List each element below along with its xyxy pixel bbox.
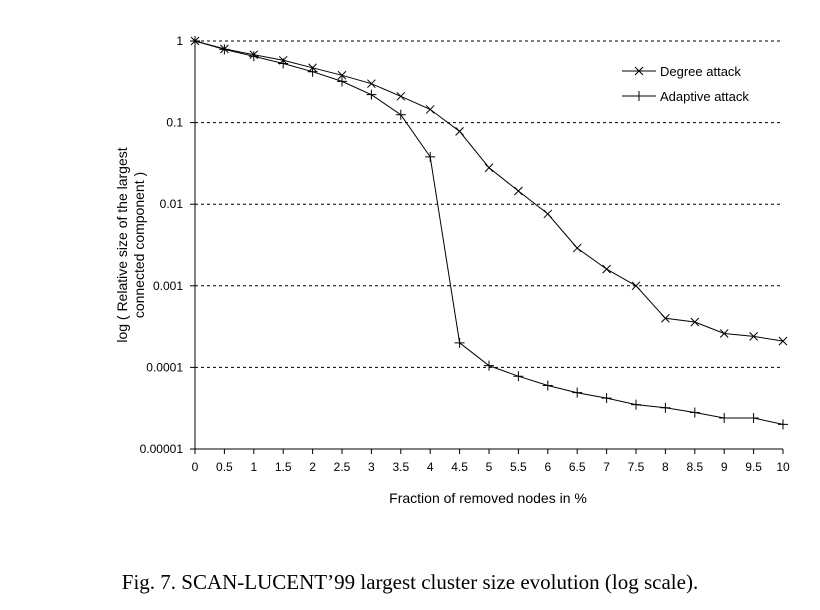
data-point bbox=[278, 58, 289, 69]
data-point bbox=[749, 332, 758, 341]
legend: Degree attack Adaptive attack bbox=[622, 64, 749, 104]
data-point bbox=[543, 209, 553, 219]
data-point bbox=[690, 317, 700, 327]
x-tick-label: 5 bbox=[486, 460, 493, 474]
x-tick-label: 8 bbox=[662, 460, 669, 474]
series-layer bbox=[190, 36, 788, 430]
x-tick-label: 0.5 bbox=[216, 460, 233, 474]
legend-item: Adaptive attack bbox=[622, 89, 749, 104]
data-point bbox=[513, 371, 524, 382]
x-tick-label: 0 bbox=[192, 460, 199, 474]
data-point bbox=[307, 66, 318, 77]
data-point bbox=[425, 105, 435, 114]
x-tick-label: 9 bbox=[721, 460, 728, 474]
legend-label: Adaptive attack bbox=[660, 89, 749, 104]
x-tick-label: 9.5 bbox=[745, 460, 762, 474]
x-tick-label: 1 bbox=[250, 460, 257, 474]
x-tick-label: 7.5 bbox=[628, 460, 645, 474]
data-point bbox=[514, 186, 523, 196]
data-point bbox=[631, 399, 641, 410]
legend-item: Degree attack bbox=[622, 64, 741, 79]
legend-marker bbox=[634, 91, 644, 101]
x-tick-label: 3.5 bbox=[392, 460, 409, 474]
data-point bbox=[367, 79, 376, 89]
data-point bbox=[248, 51, 259, 62]
data-point bbox=[661, 313, 670, 323]
data-point bbox=[602, 264, 611, 274]
data-point bbox=[778, 336, 788, 346]
data-point bbox=[719, 412, 730, 423]
series-line bbox=[194, 40, 784, 342]
x-tick-label: 5.5 bbox=[510, 460, 527, 474]
data-point bbox=[454, 337, 465, 348]
data-point bbox=[542, 380, 553, 391]
tick-labels: 1 0.1 0.01 0.001 0.0001 0.00001 0 0.5 1 1.5 2 2.5 3 3… bbox=[140, 34, 790, 474]
x-tick-label: 2 bbox=[309, 460, 316, 474]
data-point bbox=[748, 412, 759, 423]
data-point bbox=[190, 36, 200, 46]
data-point bbox=[660, 402, 671, 413]
data-point bbox=[366, 89, 377, 100]
data-point bbox=[396, 91, 406, 101]
x-tick-label: 3 bbox=[368, 460, 375, 474]
data-point bbox=[719, 329, 729, 338]
y-tick-label: 0.0001 bbox=[146, 360, 183, 374]
x-axis-label: Fraction of removed nodes in % bbox=[389, 490, 587, 506]
x-tick-label: 6.5 bbox=[569, 460, 586, 474]
data-point bbox=[631, 281, 641, 291]
y-tick-label: 0.001 bbox=[153, 279, 183, 293]
x-tick-label: 7 bbox=[603, 460, 610, 474]
y-axis-label-line1: log ( Relative size of the largest bbox=[114, 147, 130, 342]
data-point bbox=[778, 419, 788, 430]
x-tick-label: 6 bbox=[544, 460, 551, 474]
data-point bbox=[601, 393, 612, 404]
legend-marker bbox=[634, 66, 644, 76]
data-point bbox=[455, 127, 464, 136]
series-degree-attack bbox=[190, 36, 788, 346]
data-point bbox=[337, 70, 347, 80]
x-tick-label: 4 bbox=[427, 460, 434, 474]
x-tick-label: 10 bbox=[776, 460, 790, 474]
figure-caption: Fig. 7. SCAN-LUCENT’99 largest cluster s… bbox=[121, 570, 699, 594]
chart: 1 0.1 0.01 0.001 0.0001 0.00001 0 0.5 1 1.5 2 2.5 3 3… bbox=[114, 34, 790, 506]
y-tick-label: 0.01 bbox=[160, 197, 184, 211]
data-point bbox=[425, 151, 436, 162]
data-point bbox=[572, 387, 583, 398]
data-point bbox=[337, 76, 347, 87]
series-adaptive-attack bbox=[190, 36, 788, 430]
y-tick-label: 0.00001 bbox=[140, 442, 184, 456]
y-tick-label: 0.1 bbox=[166, 116, 183, 130]
y-axis-label-line2: connected component ) bbox=[131, 172, 147, 318]
x-tick-label: 1.5 bbox=[275, 460, 292, 474]
data-point bbox=[395, 109, 406, 120]
data-point bbox=[219, 44, 230, 55]
legend-label: Degree attack bbox=[660, 64, 741, 79]
data-point bbox=[689, 407, 700, 418]
data-point bbox=[572, 243, 582, 253]
data-point bbox=[484, 163, 494, 173]
y-tick-label: 1 bbox=[176, 34, 183, 48]
x-tick-label: 2.5 bbox=[334, 460, 351, 474]
data-point bbox=[484, 360, 494, 371]
axes bbox=[190, 40, 784, 454]
x-tick-label: 4.5 bbox=[451, 460, 468, 474]
x-tick-label: 8.5 bbox=[686, 460, 703, 474]
